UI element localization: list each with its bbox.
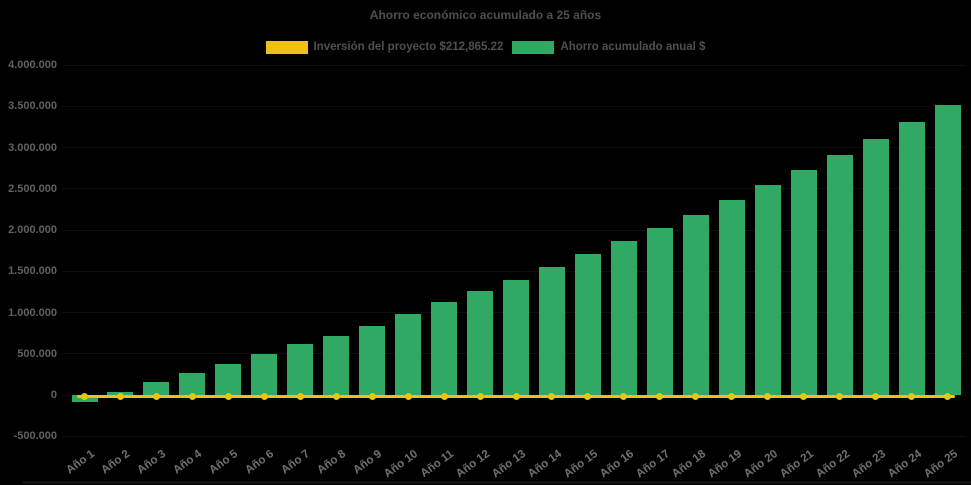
gridline	[62, 435, 966, 437]
savings-bar-ano-5[interactable]	[215, 364, 242, 395]
investment-line-marker[interactable]	[584, 393, 592, 400]
investment-line-marker[interactable]	[332, 393, 340, 400]
y-axis-label: 1.000.000	[8, 306, 57, 319]
savings-bar-ano-19[interactable]	[718, 200, 745, 395]
y-axis-label: -500.000	[13, 430, 57, 443]
savings-bar-ano-9[interactable]	[359, 326, 386, 395]
savings-bar-ano-20[interactable]	[754, 185, 781, 395]
y-axis-label: 2.500.000	[8, 182, 57, 195]
savings-bar-ano-3[interactable]	[143, 382, 170, 395]
investment-line-marker[interactable]	[872, 393, 880, 400]
savings-bar-ano-16[interactable]	[610, 241, 637, 395]
savings-bar-ano-25[interactable]	[934, 105, 961, 395]
chart-legend: Inversión del proyecto $212,865.22 Ahorr…	[0, 41, 971, 54]
savings-bar-ano-21[interactable]	[790, 170, 817, 395]
y-axis-label: 3.500.000	[8, 100, 57, 113]
investment-line-marker[interactable]	[944, 393, 952, 400]
y-axis-label: 2.000.000	[8, 224, 57, 236]
y-axis-label: 500.000	[17, 347, 57, 360]
investment-line-marker[interactable]	[512, 393, 520, 400]
savings-bar-ano-8[interactable]	[323, 336, 350, 395]
savings-bar-ano-23[interactable]	[862, 139, 889, 395]
investment-line-marker[interactable]	[116, 393, 124, 400]
y-axis-label: 4.000.000	[8, 59, 57, 71]
investment-line-marker[interactable]	[908, 393, 916, 400]
investment-line-marker[interactable]	[836, 393, 844, 400]
legend-item-savings[interactable]: Ahorro acumulado anual $	[512, 41, 705, 54]
savings-bar-ano-17[interactable]	[646, 228, 673, 395]
investment-line-marker[interactable]	[368, 393, 376, 400]
savings-bar-ano-24[interactable]	[898, 122, 925, 395]
legend-item-investment[interactable]: Inversión del proyecto $212,865.22	[265, 41, 504, 54]
savings-bar-ano-15[interactable]	[574, 254, 601, 395]
chart-title: Ahorro económico acumulado a 25 años	[369, 8, 602, 22]
investment-line-marker[interactable]	[692, 393, 700, 400]
gridline	[62, 64, 966, 66]
savings-bar-ano-22[interactable]	[826, 155, 853, 395]
savings-bar-ano-10[interactable]	[395, 314, 422, 395]
investment-line-marker[interactable]	[440, 393, 448, 400]
investment-line-marker[interactable]	[800, 393, 808, 400]
y-axis-label: 1.500.000	[8, 265, 57, 278]
gridline	[62, 147, 966, 148]
investment-line-marker[interactable]	[728, 393, 736, 400]
savings-bar-ano-11[interactable]	[431, 302, 458, 395]
investment-line-marker[interactable]	[476, 393, 484, 400]
investment-line-marker[interactable]	[764, 393, 772, 400]
investment-line-marker[interactable]	[296, 393, 304, 400]
savings-bar-ano-18[interactable]	[682, 215, 709, 395]
legend-swatch-investment-icon	[265, 41, 308, 54]
investment-line-marker[interactable]	[404, 393, 412, 400]
y-axis-label: 3.000.000	[8, 141, 57, 154]
savings-bar-ano-13[interactable]	[503, 280, 530, 395]
savings-bar-ano-6[interactable]	[251, 354, 278, 395]
investment-line-marker[interactable]	[152, 393, 160, 400]
investment-line-marker[interactable]	[656, 393, 664, 400]
legend-swatch-savings-icon	[512, 41, 555, 54]
savings-bar-ano-12[interactable]	[467, 291, 494, 395]
savings-bar-ano-7[interactable]	[287, 344, 314, 395]
gridline	[62, 105, 966, 107]
gridline	[62, 270, 966, 272]
legend-label-investment: Inversión del proyecto $212,865.22	[313, 41, 504, 53]
savings-bar-ano-14[interactable]	[538, 267, 565, 395]
x-axis-baseline	[23, 481, 971, 484]
investment-line-marker[interactable]	[81, 393, 88, 400]
investment-line-marker[interactable]	[188, 393, 196, 400]
investment-line-marker[interactable]	[260, 393, 268, 400]
gridline	[62, 229, 966, 231]
y-axis-label: 0	[50, 389, 57, 401]
legend-label-savings: Ahorro acumulado anual $	[560, 41, 706, 53]
gridline	[62, 188, 966, 190]
investment-line-marker[interactable]	[548, 393, 556, 400]
savings-bar-ano-4[interactable]	[179, 373, 206, 395]
investment-line-marker[interactable]	[620, 393, 628, 400]
investment-line-marker[interactable]	[224, 393, 232, 400]
